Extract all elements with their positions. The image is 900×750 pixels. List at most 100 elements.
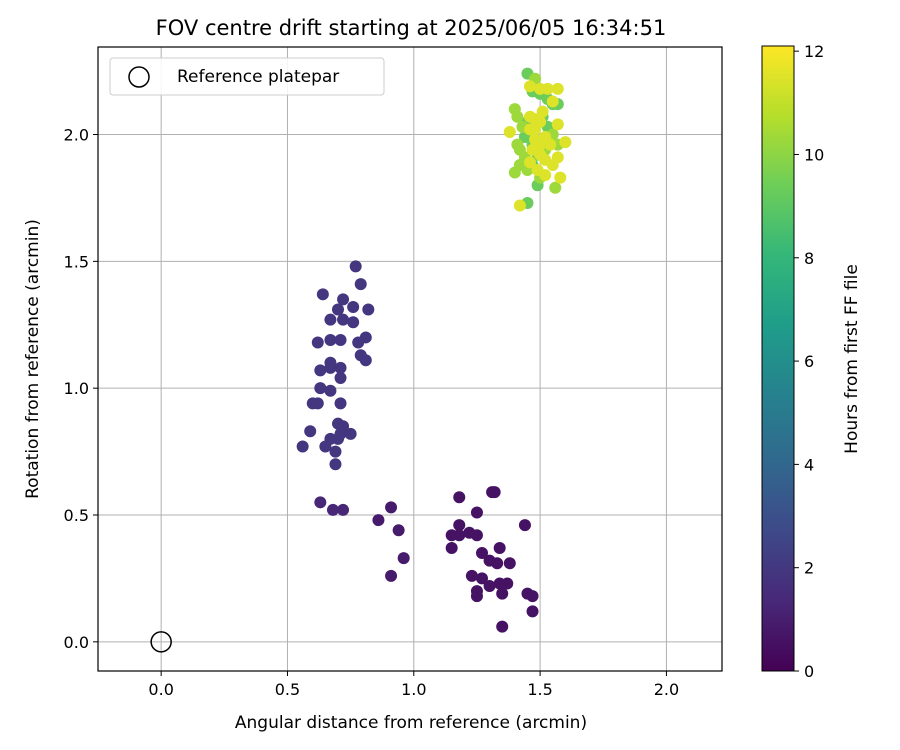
data-point [347,316,360,329]
data-point [362,303,375,316]
data-point [324,333,337,346]
data-point [385,569,398,582]
data-point [359,354,372,367]
data-point [311,336,324,349]
data-point [470,529,483,542]
data-point [296,440,309,453]
x-tick-label: 1.5 [527,680,552,699]
data-point [337,503,350,516]
x-tick-label: 0.0 [148,680,173,699]
x-axis-label: Angular distance from reference (arcmin) [235,713,587,733]
y-tick-label: 0.5 [64,506,89,525]
reference-platepar-marker [150,631,172,653]
colorbar-tick-label: 2 [804,559,814,578]
data-point [337,313,350,326]
data-point [354,278,367,291]
data-point [453,491,466,504]
data-point [372,514,385,527]
colorbar-label: Hours from first FF file [842,264,862,454]
colorbar-tick-label: 8 [804,249,814,268]
data-point [329,445,342,458]
colorbar [761,45,795,672]
data-point [546,95,559,108]
data-point [311,397,324,410]
grid-lines [98,47,722,671]
data-point [397,552,410,565]
data-point [337,293,350,306]
data-point [524,156,536,169]
data-point [503,125,516,138]
data-point [559,136,572,149]
data-point [491,557,504,570]
data-point [483,580,496,593]
x-tick-label: 0.5 [275,680,300,699]
data-point [314,382,327,395]
data-point [526,605,539,618]
colorbar-ticks: 0 2 4 6 8 10 12 [794,42,824,681]
data-point [319,440,332,453]
colorbar-tick-label: 4 [804,455,814,474]
data-point [347,301,360,313]
legend-box [109,57,385,96]
y-tick-label: 0.0 [64,633,89,652]
data-point [503,557,516,570]
y-tick-label: 2.0 [64,126,89,145]
data-point [349,260,362,273]
data-point [476,572,488,585]
data-point [465,569,478,582]
data-point [551,118,564,131]
data-point [488,486,501,499]
data-point [324,356,337,369]
data-point [529,123,542,136]
data-point [453,529,466,542]
data-point [536,105,549,118]
colorbar-tick-label: 0 [804,662,814,681]
data-points [296,67,572,633]
x-tick-label: 2.0 [654,680,679,699]
data-point [385,501,398,514]
data-point [334,361,347,374]
data-point [513,199,526,212]
data-point [324,313,337,326]
data-point [546,158,559,171]
data-point [344,427,357,440]
data-point [496,587,509,600]
data-point [316,288,329,301]
colorbar-tick-label: 10 [804,145,824,164]
data-point [392,524,405,537]
data-point [539,169,552,182]
data-point [493,541,506,554]
data-point [304,425,317,438]
colorbar-tick-label: 12 [804,42,824,61]
data-point [359,331,372,344]
legend-marker-icon [128,66,150,88]
data-point [329,458,342,471]
data-point [324,384,337,397]
y-axis-ticks: 0.0 0.5 1.0 1.5 2.0 [64,126,98,652]
data-point [501,577,514,590]
data-point [332,303,344,316]
data-point [445,541,458,554]
y-axis-label: Rotation from reference (arcmin) [23,219,43,499]
chart-title: FOV centre drift starting at 2025/06/05 … [156,16,667,40]
data-point [470,590,483,603]
data-point [453,519,466,532]
y-tick-label: 1.0 [64,379,89,398]
data-point [511,110,524,123]
x-axis-ticks: 0.0 0.5 1.0 1.5 2.0 [148,671,679,699]
y-tick-label: 1.5 [64,252,89,271]
data-point [524,80,536,93]
data-point [334,427,347,440]
data-point [334,372,347,385]
data-point [554,171,567,184]
data-point [549,181,562,194]
colorbar-tick-label: 6 [804,352,814,371]
data-point [496,620,509,633]
data-point [551,82,564,95]
plot-frame [97,46,723,672]
data-point [544,138,557,151]
data-point [314,364,327,377]
legend-label: Reference platepar [177,67,339,87]
data-point [518,519,531,532]
